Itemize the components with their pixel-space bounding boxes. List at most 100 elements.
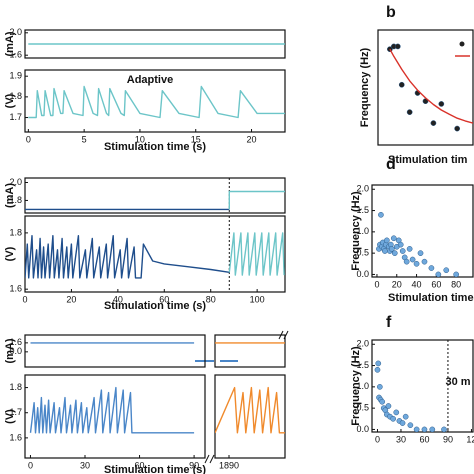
panel: 2.0 1.6(mA)	[4, 27, 286, 60]
panel: 1.60.0(mA)	[4, 334, 206, 368]
x-tick-label: 0	[28, 460, 33, 470]
plot-area	[25, 232, 285, 279]
panel: 1.7 1.8 1.9 0 5 10 15 20 Stimulation time (s) (V)…	[4, 69, 286, 153]
annotation: Adaptive	[127, 74, 173, 86]
x-tick-label: 0	[375, 434, 380, 444]
point	[428, 265, 435, 271]
x-tick-label: 0	[26, 134, 31, 144]
y-tick-label: 2.0	[9, 27, 22, 37]
point	[390, 235, 397, 242]
axis-frame	[377, 29, 474, 146]
y-axis-label: (V)	[4, 93, 16, 108]
x-tick-label: 60	[135, 460, 145, 470]
point	[376, 384, 383, 390]
annotation: 30 m	[445, 376, 470, 388]
y-tick-label: 1.6	[9, 337, 22, 347]
x-tick-label: 100	[250, 294, 265, 304]
point	[421, 258, 428, 265]
legend	[455, 41, 470, 57]
x-tick-label: 20	[392, 279, 402, 289]
point	[378, 211, 384, 218]
y-tick-label: 0.0	[356, 424, 369, 434]
panel: 2.0 1.8(mA)	[4, 177, 286, 214]
panel-label: f	[386, 314, 392, 331]
trace	[228, 232, 285, 276]
x-axis-label: Stimulation time (s)	[104, 300, 206, 312]
y-axis-label: (mA)	[4, 31, 16, 56]
y-tick-label: 0.5	[356, 248, 369, 258]
x-tick-label: 20	[66, 294, 76, 304]
point	[413, 260, 420, 267]
point	[384, 237, 390, 244]
point	[374, 366, 381, 373]
panel: 1.6 1.8 0 20 40 60 80 100 Stimulation time (s) (V…	[4, 215, 286, 312]
axis-frame	[214, 374, 286, 459]
plot-area	[215, 386, 285, 434]
point	[399, 248, 406, 254]
plot-area	[28, 85, 285, 119]
axis-frame	[24, 215, 286, 293]
point	[382, 248, 388, 254]
x-tick-label: 20	[247, 134, 257, 144]
point	[399, 420, 406, 426]
point	[429, 426, 436, 432]
point	[402, 413, 409, 420]
x-axis-label: Stimulation time (s)	[104, 464, 206, 474]
y-axis-label: (V)	[4, 246, 16, 261]
y-tick-label: 1.0	[356, 226, 369, 236]
x-tick-label: 80	[451, 279, 461, 289]
plot-area	[374, 360, 447, 432]
point	[403, 258, 410, 265]
x-tick-label: 40	[412, 279, 422, 289]
x-tick-label: 10	[135, 134, 145, 144]
y-tick-label: 1.6	[9, 50, 22, 60]
panel-label: b	[386, 4, 396, 21]
plot-area	[376, 211, 460, 277]
panel	[214, 334, 286, 368]
point	[388, 246, 395, 252]
y-tick-label: 1.5	[356, 205, 369, 215]
x-tick-label: 5	[82, 134, 87, 144]
y-tick-label: 2.0	[356, 184, 369, 194]
break-mark	[204, 454, 210, 464]
axis-frame	[24, 69, 286, 133]
point	[430, 120, 437, 126]
point	[407, 422, 414, 429]
axis-frame	[24, 374, 206, 459]
axis-frame	[24, 177, 286, 214]
point	[391, 250, 398, 256]
point	[438, 101, 445, 107]
plot-area	[25, 190, 285, 211]
x-tick-label: 80	[206, 294, 216, 304]
y-tick-label: 0.0	[9, 346, 22, 356]
trace	[29, 386, 195, 434]
y-tick-label: 1.9	[9, 71, 22, 81]
x-tick-label: 1890	[219, 460, 239, 470]
point	[375, 360, 382, 367]
y-tick-label: 2.0	[356, 339, 369, 349]
point	[435, 271, 442, 277]
x-tick-label: 0	[374, 279, 379, 289]
y-tick-label: 0.5	[356, 403, 369, 413]
point	[385, 403, 392, 409]
y-tick-label: 1.8	[9, 195, 22, 205]
y-axis-label: Frequency (Hz)	[350, 346, 362, 426]
y-axis-label: (mA)	[4, 338, 16, 363]
trace	[389, 48, 473, 124]
break-mark	[209, 454, 215, 464]
y-tick-label: 1.8	[9, 91, 22, 101]
point	[409, 256, 416, 263]
y-tick-label: 1.6	[9, 432, 22, 442]
axis-frame	[371, 339, 474, 433]
point	[398, 81, 405, 88]
x-tick-label: 30	[396, 434, 406, 444]
point	[379, 398, 386, 405]
point	[417, 250, 424, 256]
panel: 0.0 0.5 1.0 1.5 2.0 0 30 60 90 12 Frequency (Hz) f 3…	[350, 314, 474, 444]
x-axis-label: Stimulation time (s)	[104, 141, 206, 153]
trace	[215, 386, 285, 434]
point	[443, 267, 450, 274]
point	[406, 109, 413, 115]
y-tick-label: 1.8	[9, 227, 22, 237]
y-tick-label: 2.0	[9, 177, 22, 187]
